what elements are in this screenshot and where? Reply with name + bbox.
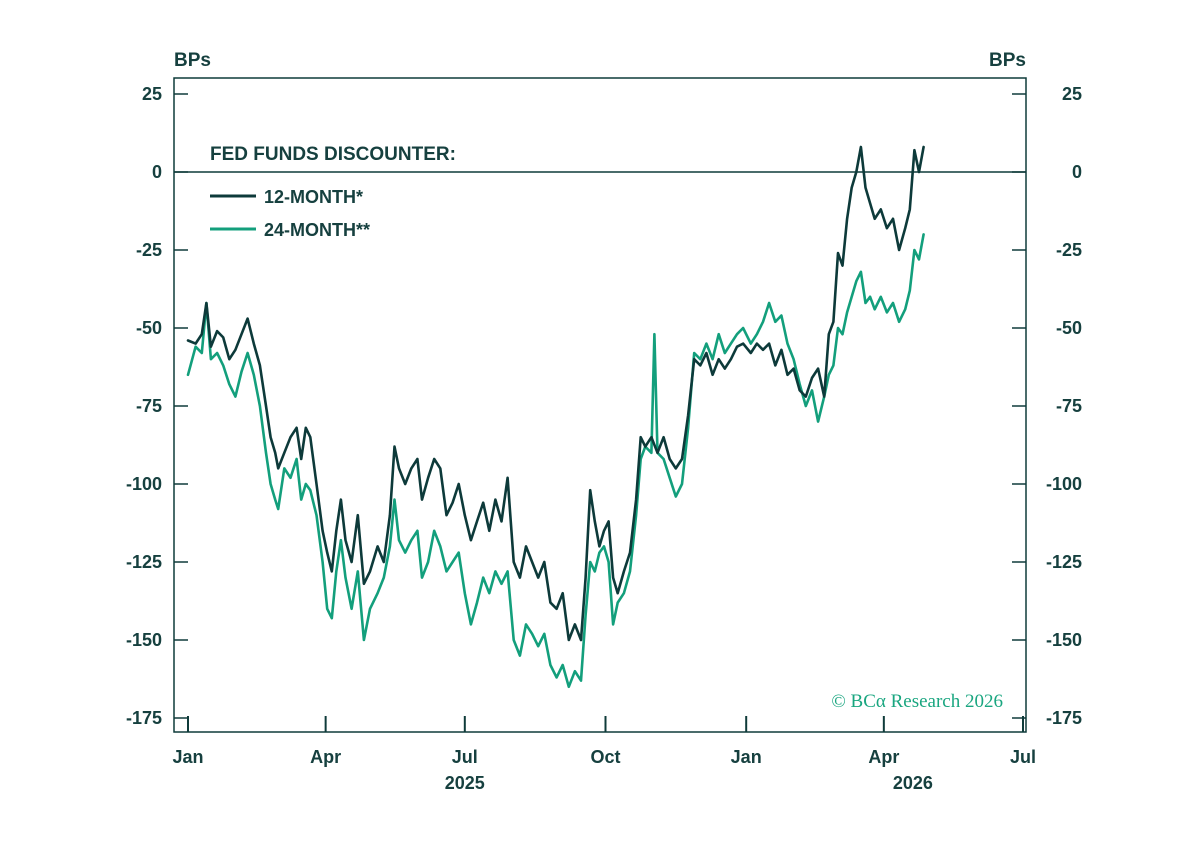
y-tick-label-right: -150 bbox=[1046, 630, 1082, 650]
x-tick-label: Oct bbox=[590, 747, 620, 767]
y-tick-label-right: -125 bbox=[1046, 552, 1082, 572]
x-tick-label: Apr bbox=[868, 747, 899, 767]
y-tick-label-left: -50 bbox=[136, 318, 162, 338]
y-tick-label-left: -75 bbox=[136, 396, 162, 416]
y-tick-label-right: -75 bbox=[1056, 396, 1082, 416]
x-tick-label: Jan bbox=[731, 747, 762, 767]
y-tick-label-right: -175 bbox=[1046, 708, 1082, 728]
y-tick-label-right: -50 bbox=[1056, 318, 1082, 338]
left-axis-unit-label: BPs bbox=[174, 50, 211, 71]
y-tick-label-left: -125 bbox=[126, 552, 162, 572]
legend-label-12-month: 12-MONTH* bbox=[264, 187, 363, 207]
y-tick-label-right: -100 bbox=[1046, 474, 1082, 494]
series-line-24-month bbox=[186, 233, 925, 689]
y-tick-label-left: -175 bbox=[126, 708, 162, 728]
legend: FED FUNDS DISCOUNTER: 12-MONTH* 24-MONTH… bbox=[210, 144, 456, 240]
right-axis-unit-label: BPs bbox=[989, 50, 1026, 71]
y-tick-label-right: 0 bbox=[1072, 162, 1082, 182]
y-tick-label-right: 25 bbox=[1062, 84, 1082, 104]
x-year-label: 2025 bbox=[445, 773, 485, 793]
legend-label-24-month: 24-MONTH** bbox=[264, 220, 370, 240]
y-tick-label-left: -150 bbox=[126, 630, 162, 650]
x-year-label: 2026 bbox=[893, 773, 933, 793]
y-tick-label-left: -100 bbox=[126, 474, 162, 494]
copyright-text: © BCα Research 2026 bbox=[831, 691, 1003, 712]
y-tick-label-left: -25 bbox=[136, 240, 162, 260]
series-line-12-month bbox=[186, 145, 925, 642]
legend-title: FED FUNDS DISCOUNTER: bbox=[210, 144, 456, 165]
plot-frame bbox=[173, 77, 1027, 733]
x-tick-label: Jul bbox=[1010, 747, 1036, 767]
y-tick-label-right: -25 bbox=[1056, 240, 1082, 260]
x-tick-label: Jan bbox=[172, 747, 203, 767]
y-tick-label-left: 0 bbox=[152, 162, 162, 182]
y-tick-label-left: 25 bbox=[142, 84, 162, 104]
x-tick-label: Jul bbox=[452, 747, 478, 767]
x-tick-label: Apr bbox=[310, 747, 341, 767]
